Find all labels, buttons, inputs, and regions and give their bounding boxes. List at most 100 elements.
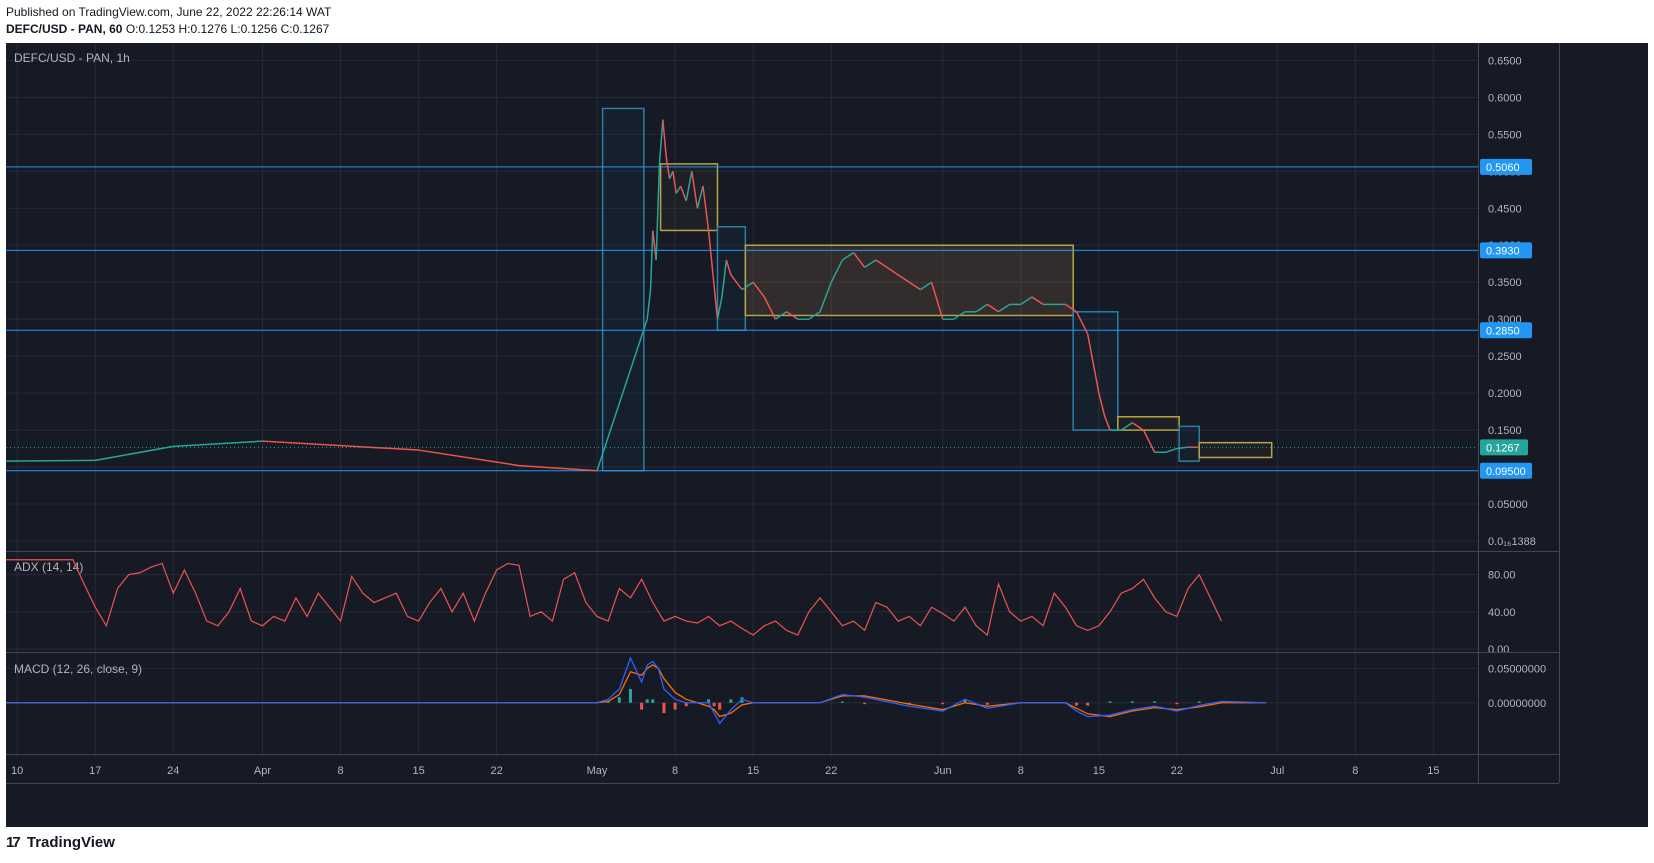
price-segment — [655, 163, 661, 261]
price-segment — [712, 274, 719, 320]
chart-header: Published on TradingView.com, June 22, 2… — [6, 4, 331, 38]
macd-histogram-bar — [651, 699, 655, 703]
price-segment — [852, 252, 866, 268]
published-line: Published on TradingView.com, June 22, 2… — [6, 5, 332, 19]
x-tick-label: 22 — [491, 765, 503, 777]
level-label: 0.5060 — [1486, 162, 1520, 174]
y-tick-label: 0.6500 — [1488, 55, 1522, 67]
footer-brand: 17 TradingView — [6, 834, 115, 851]
x-tick-label: 8 — [337, 765, 343, 777]
macd-histogram-bar — [1130, 701, 1134, 703]
price-segment — [707, 230, 714, 275]
x-tick-label: Jun — [934, 765, 952, 777]
price-segment — [1075, 311, 1089, 335]
macd-histogram-bar — [645, 699, 649, 703]
price-segment — [819, 281, 832, 313]
price-segment — [1031, 296, 1044, 306]
price-segment — [786, 311, 799, 320]
level-label: 0.09500 — [1486, 466, 1526, 478]
price-segment — [986, 303, 999, 313]
y-tick-label: 0.5500 — [1488, 129, 1522, 141]
x-tick-label: 10 — [11, 765, 23, 777]
price-segment — [702, 185, 710, 231]
y-tick-label: 0.2000 — [1488, 388, 1522, 400]
macd-histogram-bar — [963, 699, 967, 703]
y-tick-label: 0.00000000 — [1488, 698, 1546, 710]
price-segment — [953, 311, 966, 320]
price-segment — [897, 274, 910, 283]
price-segment — [841, 252, 854, 261]
macd-histogram-bar — [1220, 701, 1224, 703]
price-segment — [1092, 363, 1100, 394]
macd-histogram-bar — [941, 702, 945, 705]
price-segment — [675, 185, 682, 194]
price-segment — [658, 119, 664, 164]
price-segment — [721, 259, 728, 298]
y-tick-label: 40.00 — [1488, 607, 1516, 619]
ohlc-values: O:0.1253 H:0.1276 L:0.1256 C:0.1267 — [125, 22, 330, 36]
macd-histogram-bar — [640, 702, 644, 710]
range-box — [659, 163, 719, 232]
price-segment — [975, 303, 988, 313]
y-tick-label: 0.1500 — [1488, 425, 1522, 437]
x-tick-label: 8 — [672, 765, 678, 777]
brand-name: TradingView — [26, 834, 115, 851]
symbol-line: DEFC/USD - PAN, 60 O:0.1253 H:0.1276 L:0… — [6, 21, 331, 38]
range-box — [744, 244, 1074, 317]
x-tick-label: 8 — [1018, 765, 1024, 777]
price-segment — [672, 171, 677, 194]
macd-signal-line — [6, 664, 1267, 718]
pane-title: MACD (12, 26, close, 9) — [14, 662, 142, 676]
price-segment — [1086, 333, 1095, 364]
macd-histogram-bar — [1175, 702, 1179, 705]
price-segment — [95, 445, 174, 462]
macd-histogram-bar — [1108, 701, 1112, 703]
y-tick-label: 80.00 — [1488, 570, 1516, 582]
range-box — [1198, 441, 1273, 459]
level-label-bg — [1480, 158, 1532, 175]
price-segment — [763, 296, 777, 320]
price-segment — [1064, 303, 1077, 313]
price-segment — [665, 156, 671, 179]
last-price-label: 0.1267 — [1486, 442, 1520, 454]
macd-histogram-bar — [718, 702, 722, 710]
macd-histogram-bar — [729, 699, 733, 703]
price-segment — [1142, 429, 1156, 453]
macd-histogram-bar — [707, 699, 711, 703]
tradingview-logo-icon: 17 — [6, 834, 21, 851]
price-segment — [1120, 422, 1133, 431]
x-tick-label: 22 — [1171, 765, 1183, 777]
price-segment — [1098, 392, 1106, 416]
price-segment — [775, 311, 788, 320]
macd-histogram-bar — [1086, 702, 1090, 706]
price-segment — [716, 296, 723, 320]
price-segment — [679, 185, 687, 202]
price-segment — [1165, 447, 1178, 453]
macd-histogram-bar — [617, 697, 621, 703]
price-segment — [864, 259, 877, 269]
x-tick-label: Apr — [254, 765, 271, 777]
level-label-bg — [1480, 322, 1532, 339]
price-segment — [685, 171, 693, 202]
y-tick-label: 0.2500 — [1488, 351, 1522, 363]
macd-histogram-bar — [673, 702, 677, 710]
x-tick-label: 24 — [167, 765, 179, 777]
x-tick-label: Jul — [1270, 765, 1284, 777]
macd-histogram-bar — [1153, 701, 1157, 703]
y-tick-label: 0.05000 — [1488, 499, 1528, 511]
range-box — [1117, 416, 1180, 431]
x-tick-label: 17 — [89, 765, 101, 777]
price-segment — [808, 311, 821, 320]
price-segment — [1103, 415, 1111, 431]
macd-histogram-bar — [662, 702, 666, 714]
y-tick-label: 0.0₁₆1388 — [1488, 536, 1536, 548]
price-segment — [730, 274, 743, 291]
macd-line — [6, 656, 1267, 725]
range-box — [1072, 311, 1119, 431]
x-tick-label: 15 — [412, 765, 424, 777]
chart-canvas[interactable]: 0.65000.60000.55000.50000.45000.40000.35… — [5, 43, 1648, 827]
adx-line — [6, 559, 1223, 637]
price-segment — [1020, 296, 1033, 306]
x-tick-label: 15 — [1427, 765, 1439, 777]
level-label-bg — [1480, 462, 1532, 479]
